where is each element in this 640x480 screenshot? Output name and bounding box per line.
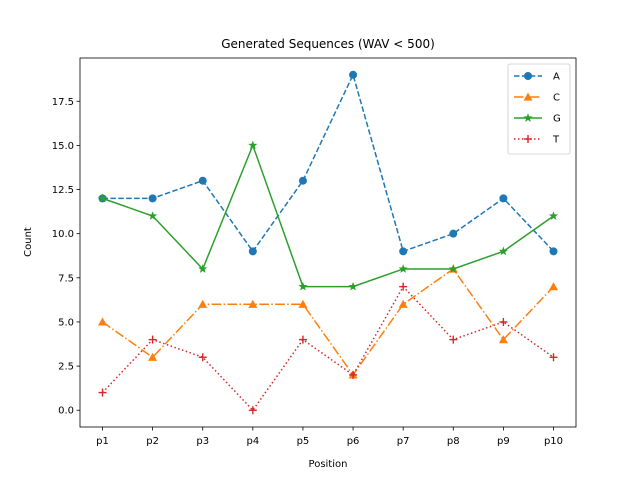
x-axis-label: Position: [309, 459, 348, 470]
y-tick-label: 10.0: [52, 229, 74, 240]
legend-label: C: [553, 93, 560, 104]
data-point: [98, 317, 107, 326]
data-point: [549, 247, 558, 256]
y-tick-label: 0.0: [58, 406, 74, 417]
plot-area: [79, 57, 577, 428]
legend-marker: [524, 135, 532, 143]
data-point: [549, 282, 558, 291]
data-point: [298, 335, 307, 344]
data-point: [499, 317, 508, 326]
x-tick-label: p7: [397, 436, 410, 447]
series-line-T: [101, 285, 554, 412]
data-point: [148, 211, 158, 220]
data-point: [498, 335, 508, 344]
data-point: [499, 194, 508, 203]
data-point: [448, 264, 458, 273]
legend-box: [507, 63, 571, 155]
data-point: [548, 211, 559, 220]
y-tick-label: 7.5: [58, 273, 74, 284]
legend-marker: [523, 92, 533, 101]
x-tick-label: p1: [96, 436, 109, 447]
legend-entry-A: A: [514, 72, 560, 83]
y-tick-label: 15.0: [52, 141, 74, 152]
x-tick-label: p9: [497, 436, 510, 447]
data-point: [248, 140, 258, 150]
data-point: [449, 229, 458, 238]
y-axis-label: Count: [23, 227, 34, 257]
data-point: [498, 246, 508, 256]
data-point: [298, 281, 308, 291]
legend-entry-G: G: [514, 113, 561, 125]
y-axis: 0.0 2.5 5.0 7.5 10.0 12.5 15.0 17.5: [52, 97, 80, 417]
x-tick-label: p4: [246, 436, 259, 447]
series-line-C: [102, 267, 555, 377]
data-point: [549, 353, 558, 362]
series-layer: [97, 70, 559, 415]
series-C: [98, 264, 558, 379]
data-point: [148, 194, 157, 203]
data-point: [97, 193, 108, 203]
y-tick-label: 17.5: [52, 97, 74, 108]
data-point: [399, 247, 408, 256]
legend-label: A: [553, 72, 560, 83]
x-tick-label: p3: [196, 436, 209, 447]
chart-title: Generated Sequences (WAV < 500): [221, 37, 435, 51]
data-point: [398, 299, 408, 308]
x-tick-label: p6: [347, 436, 360, 447]
x-tick-label: p10: [544, 436, 563, 447]
data-point: [98, 388, 107, 397]
data-point: [349, 370, 358, 379]
data-point: [198, 176, 207, 185]
x-tick-label: p5: [297, 436, 310, 447]
data-point: [248, 406, 257, 415]
data-point: [148, 352, 158, 361]
data-point: [398, 264, 408, 273]
legend-entry-T: T: [514, 135, 560, 146]
legend-label: G: [553, 114, 561, 125]
data-point: [248, 299, 258, 308]
y-tick-label: 12.5: [52, 185, 74, 196]
series-T: [98, 282, 558, 415]
x-axis: p1 p2 p3 p4 p5 p6 p7 p8 p9 p10: [96, 427, 563, 447]
data-point: [298, 176, 307, 185]
data-point: [449, 335, 458, 344]
x-tick-label: p2: [146, 436, 159, 447]
legend-marker: [523, 113, 533, 122]
data-point: [298, 299, 308, 308]
data-point: [399, 282, 408, 291]
data-point: [198, 353, 207, 362]
data-point: [248, 247, 257, 256]
data-point: [198, 264, 208, 273]
y-tick-label: 5.0: [58, 317, 74, 328]
x-tick-label: p8: [447, 436, 460, 447]
series-G: [97, 140, 559, 291]
legend-label: T: [552, 135, 560, 146]
data-point: [349, 70, 358, 79]
data-point: [348, 281, 358, 291]
series-line-G: [102, 143, 554, 288]
y-tick-label: 2.5: [58, 362, 74, 373]
data-point: [198, 299, 208, 308]
data-point: [148, 335, 157, 344]
series-line-A: [102, 72, 555, 253]
legend-marker: [524, 72, 532, 80]
legend-entry-C: C: [514, 92, 560, 104]
